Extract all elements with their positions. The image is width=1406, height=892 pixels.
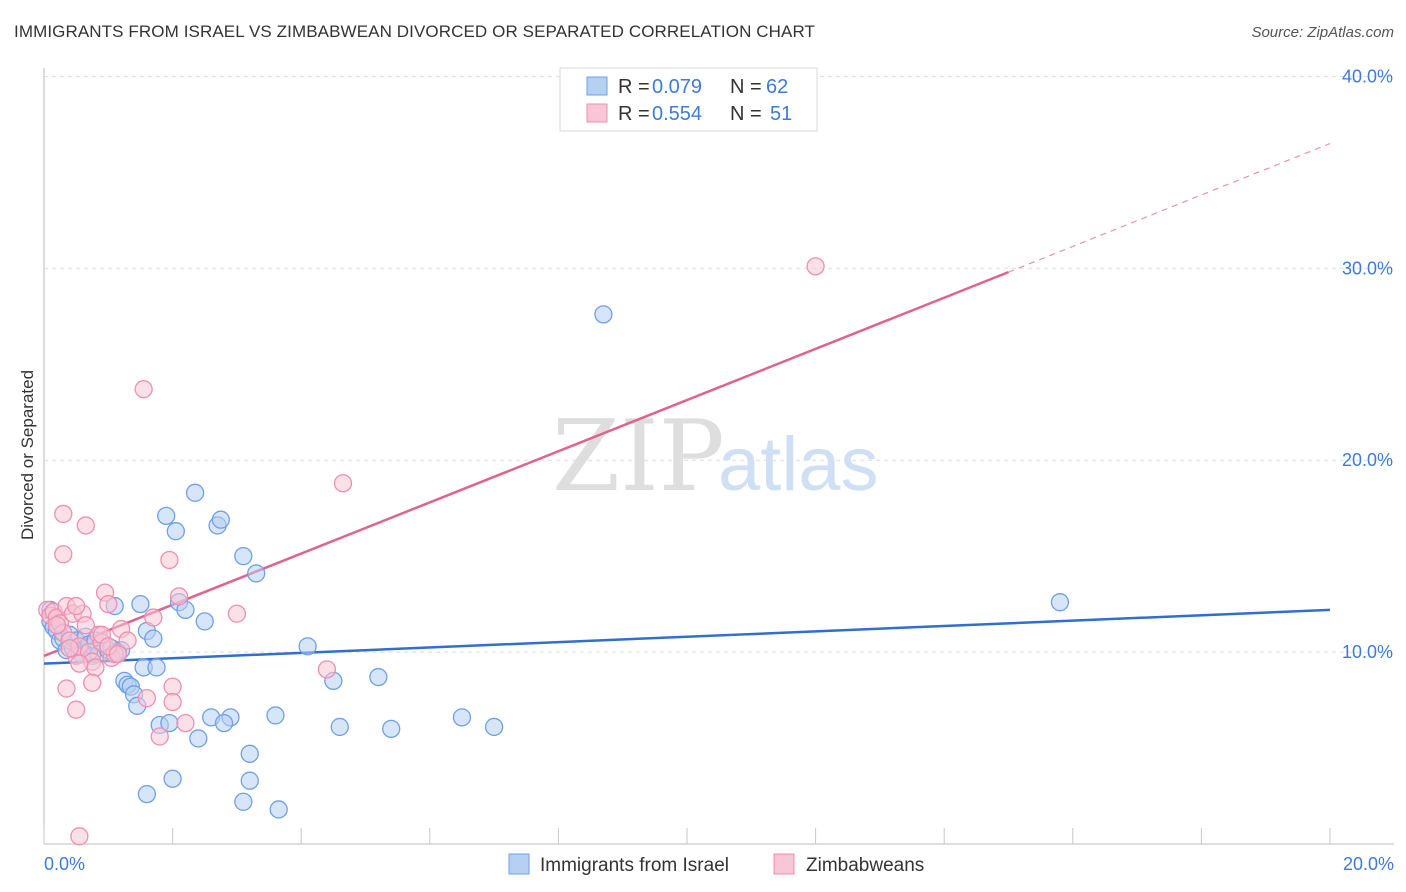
data-point-zimbabwe [160,550,179,570]
data-point-israel [166,522,185,541]
y-tick-label: 10.0% [1342,642,1393,662]
legend-n-value-1: 62 [766,76,788,98]
data-point-zimbabwe [67,700,86,719]
data-point-israel [269,800,288,819]
data-point-zimbabwe [169,587,189,606]
data-point-israel [137,784,157,804]
data-point-israel [234,546,253,566]
data-point-israel [452,708,472,727]
data-point-zimbabwe [134,380,153,399]
data-point-israel [157,506,176,525]
data-point-zimbabwe [70,827,89,846]
chart-source: Source: ZipAtlas.com [1251,24,1394,41]
data-point-israel [1050,593,1070,612]
bottom-legend-label-israel: Immigrants from Israel [540,855,729,876]
legend-r-value-1: 0.079 [652,76,702,98]
y-tick-label: 40.0% [1342,66,1393,86]
legend-r-value-2: 0.554 [652,103,702,125]
data-point-zimbabwe [806,257,825,276]
data-point-zimbabwe [70,654,89,673]
data-point-zimbabwe [227,604,247,623]
data-point-zimbabwe [86,658,105,677]
data-point-zimbabwe [163,677,182,696]
data-point-israel [594,305,613,324]
data-point-israel [330,717,349,737]
trend-layer [43,142,1331,665]
data-point-zimbabwe [76,616,95,635]
data-point-zimbabwe [99,594,118,614]
data-point-israel [247,564,266,583]
data-point-zimbabwe [163,692,182,712]
legend-r-label-1: R = [618,76,650,98]
data-point-zimbabwe [54,545,73,564]
data-point-zimbabwe [108,644,128,664]
data-point-israel [144,629,163,648]
data-point-zimbabwe [60,639,79,658]
y-tick-label: 20.0% [1342,450,1393,470]
points-layer [38,257,1070,846]
watermark-zip: ZIP [552,400,725,514]
data-point-zimbabwe [67,596,86,616]
data-point-israel [211,510,230,529]
bottom-legend-swatch-zimbabwe [773,853,795,875]
legend-r-label-2: R = [618,103,650,125]
chart-title: IMMIGRANTS FROM ISRAEL VS ZIMBABWEAN DIV… [14,22,816,41]
data-point-israel [382,719,401,739]
data-point-zimbabwe [333,474,353,493]
data-point-israel [484,717,504,737]
bottom-legend: Immigrants from Israel Zimbabweans [508,853,924,876]
y-axis-label: Divorced or Separated [18,370,37,540]
trend-line-israel [43,608,1331,665]
data-point-israel [189,729,208,748]
data-point-zimbabwe [317,660,337,679]
grid-layer [44,75,1394,653]
data-point-zimbabwe [57,679,76,698]
legend-swatch-zimbabwe [586,103,608,123]
data-point-zimbabwe [54,504,73,524]
data-point-zimbabwe [76,516,95,535]
data-point-israel [147,658,166,677]
bottom-legend-label-zimbabwe: Zimbabweans [806,855,924,876]
data-point-zimbabwe [118,631,137,650]
y-tick-labels: 10.0% 20.0% 30.0% 40.0% [1342,66,1393,662]
x-tick-marks [43,828,1331,844]
data-point-zimbabwe [83,673,102,692]
data-point-israel [163,769,182,788]
x-tick-label-max: 20.0% [1343,854,1394,874]
data-point-israel [195,612,214,631]
trend-line-zimbabwe [43,270,1009,658]
legend-n-value-2: 51 [770,103,792,125]
data-point-israel [240,744,259,763]
legend: R = 0.079 N = 62 R = 0.554 N = 51 [559,67,818,132]
legend-swatch-israel [586,76,608,96]
data-point-zimbabwe [47,616,67,635]
data-point-israel [369,667,388,687]
data-point-israel [185,483,205,502]
legend-n-label-2: N = [730,103,762,125]
data-point-zimbabwe [150,727,169,746]
bottom-legend-swatch-israel [508,853,530,875]
data-point-israel [234,792,253,811]
watermark-atlas: atlas [718,422,879,507]
data-point-israel [214,713,234,733]
data-point-zimbabwe [137,689,157,708]
data-point-israel [240,771,259,790]
data-point-zimbabwe [144,608,163,627]
data-point-israel [266,706,285,725]
trend-line-extension [1008,142,1331,273]
x-tick-label-min: 0.0% [44,854,85,874]
data-point-israel [131,594,150,614]
data-point-zimbabwe [176,713,195,733]
data-point-israel [298,637,317,656]
legend-n-label-1: N = [730,76,762,98]
y-tick-label: 30.0% [1342,258,1393,278]
